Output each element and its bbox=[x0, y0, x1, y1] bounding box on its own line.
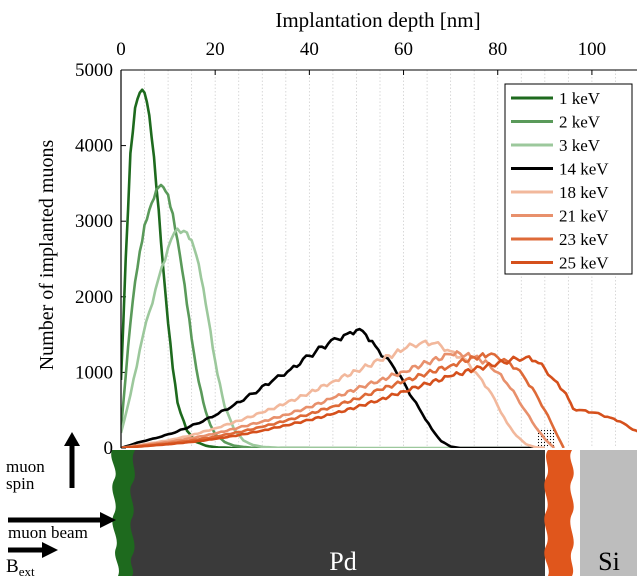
y-tick-label: 0 bbox=[104, 438, 114, 459]
x-axis-label: Implantation depth [nm] bbox=[275, 8, 480, 32]
legend: 1 keV 2 keV 3 keV 14 keV 18 keV 21 keV 23 keV 2… bbox=[504, 83, 633, 275]
series-line-1-kev bbox=[121, 88, 310, 448]
x-tick-group: 0 20 40 60 80 100 bbox=[116, 39, 606, 75]
legend-label: 21 keV bbox=[559, 207, 609, 226]
y-tick-label: 5000 bbox=[75, 60, 113, 81]
y-tick-label: 2000 bbox=[75, 287, 113, 308]
pd-label: Pd bbox=[329, 547, 356, 576]
series-line-3-kev bbox=[121, 227, 545, 448]
series-lines bbox=[121, 88, 637, 448]
si-layer bbox=[580, 450, 637, 576]
bext-arrow-head bbox=[42, 542, 58, 558]
legend-label: 25 keV bbox=[559, 254, 609, 273]
orange-interface bbox=[544, 450, 574, 576]
legend-label: 23 keV bbox=[559, 230, 609, 249]
bext-main: B bbox=[6, 556, 19, 576]
sample-schematic: Pd Si muon spin muon beam Bext bbox=[6, 432, 637, 576]
y-tick-label: 4000 bbox=[75, 136, 113, 157]
spin-label-line2: spin bbox=[6, 474, 35, 493]
x-tick-label: 60 bbox=[394, 39, 413, 60]
legend-label: 14 keV bbox=[559, 160, 609, 179]
pd-layer bbox=[125, 450, 545, 576]
legend-label: 3 keV bbox=[559, 136, 601, 155]
x-tick-label: 80 bbox=[488, 39, 507, 60]
bext-sub: ext bbox=[19, 564, 35, 576]
legend-label: 18 keV bbox=[559, 183, 609, 202]
beam-label: muon beam bbox=[8, 523, 88, 542]
x-tick-label: 0 bbox=[116, 39, 126, 60]
x-tick-label: 20 bbox=[206, 39, 225, 60]
x-tick-label: 40 bbox=[300, 39, 319, 60]
bext-label: Bext bbox=[6, 556, 35, 576]
series-line-21-kev bbox=[121, 350, 556, 448]
x-tick-label: 100 bbox=[578, 39, 607, 60]
spin-arrow-head bbox=[64, 432, 80, 446]
y-tick-label: 3000 bbox=[75, 211, 113, 232]
legend-box bbox=[504, 83, 633, 275]
green-interface bbox=[111, 450, 135, 576]
beam-arrow-head bbox=[100, 512, 116, 528]
legend-label: 2 keV bbox=[559, 113, 601, 132]
legend-label: 1 keV bbox=[559, 89, 601, 108]
y-axis-label: Number of implanted muons bbox=[36, 140, 58, 371]
y-tick-label: 1000 bbox=[75, 362, 113, 383]
spin-label-line1: muon bbox=[6, 457, 45, 476]
y-tick-group: 0 1000 2000 3000 4000 5000 bbox=[75, 60, 126, 459]
si-label: Si bbox=[598, 547, 620, 576]
series-line-25-kev bbox=[121, 355, 637, 448]
series-line-14-kev bbox=[121, 327, 545, 448]
series-line-2-kev bbox=[121, 183, 357, 448]
series-line-18-kev bbox=[121, 339, 545, 448]
series-line-23-kev bbox=[121, 352, 565, 448]
